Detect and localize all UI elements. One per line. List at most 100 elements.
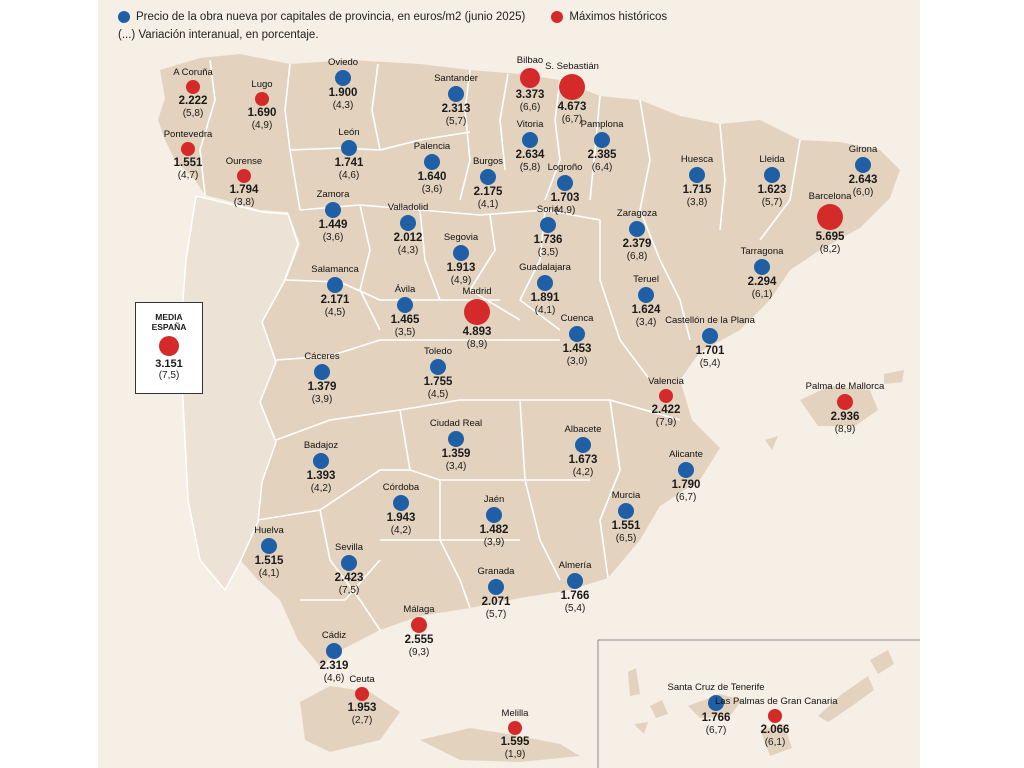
city-marker: Zaragoza 2.379 (6,8) xyxy=(577,208,697,262)
city-marker: Palencia 1.640 (3,6) xyxy=(372,141,492,195)
record-high-dot-icon xyxy=(817,203,843,230)
city-name: Murcia xyxy=(611,490,641,501)
city-marker: Sevilla 2.423 (7,5) xyxy=(289,542,409,596)
city-variation: (4,5) xyxy=(324,306,346,318)
price-dot-icon xyxy=(430,358,446,375)
record-high-dot-icon xyxy=(768,708,782,723)
record-high-dot-icon xyxy=(255,91,269,106)
price-dot-icon xyxy=(314,363,330,380)
city-marker: Soria 1.736 (3,5) xyxy=(488,204,608,258)
city-marker: Palma de Mallorca 2.936 (8,9) xyxy=(785,381,905,435)
blue-dot-icon xyxy=(118,11,130,23)
city-name: Ávila xyxy=(394,284,416,295)
city-price: 2.643 xyxy=(848,173,878,186)
city-variation: (4,5) xyxy=(427,388,449,400)
legend-row-note: (...) Variación interanual, en porcentaj… xyxy=(118,26,667,44)
peninsula-landmass xyxy=(158,54,904,762)
city-name: Cuenca xyxy=(560,313,594,324)
red-dot-icon xyxy=(551,11,564,23)
city-price: 1.766 xyxy=(701,711,731,724)
city-price: 1.953 xyxy=(347,701,377,714)
price-dot-icon xyxy=(522,131,538,148)
city-variation: (4,9) xyxy=(251,119,273,131)
city-price: 4.893 xyxy=(462,325,492,338)
ceuta-shape xyxy=(300,686,400,752)
city-marker: Zamora 1.449 (3,6) xyxy=(273,189,393,243)
city-name: León xyxy=(338,127,360,138)
city-price: 1.624 xyxy=(631,303,661,316)
city-marker: A Coruña 2.222 (5,8) xyxy=(133,67,253,119)
city-name: Valladolid xyxy=(387,202,429,213)
city-price: 1.701 xyxy=(695,344,725,357)
city-price: 2.071 xyxy=(481,595,511,608)
city-name: Ceuta xyxy=(349,674,375,685)
city-marker: Murcia 1.551 (6,5) xyxy=(566,490,686,544)
price-dot-icon xyxy=(424,153,440,170)
price-dot-icon xyxy=(594,131,610,148)
city-price: 2.313 xyxy=(441,102,471,115)
price-dot-icon xyxy=(327,276,343,293)
city-price: 1.449 xyxy=(318,218,348,231)
city-name: Tarragona xyxy=(740,246,784,257)
record-high-dot-icon xyxy=(508,720,522,735)
city-variation: (6,7) xyxy=(561,113,583,125)
city-marker: Ceuta 1.953 (2,7) xyxy=(302,674,422,726)
city-variation: (3,4) xyxy=(635,316,657,328)
city-variation: (5,7) xyxy=(761,196,783,208)
price-dot-icon xyxy=(708,694,724,711)
record-high-dot-icon xyxy=(237,168,251,183)
city-price: 3.373 xyxy=(515,88,545,101)
city-variation: (3,5) xyxy=(537,246,559,258)
city-price: 5.695 xyxy=(815,230,845,243)
city-variation: (5,8) xyxy=(182,107,204,119)
city-price: 1.595 xyxy=(500,735,530,748)
city-marker: Cádiz 2.319 (4,6) xyxy=(274,630,394,684)
city-name: Málaga xyxy=(403,604,435,615)
record-high-dot-icon xyxy=(355,686,369,701)
city-marker: Ourense 1.794 (3,8) xyxy=(184,156,304,208)
price-dot-icon xyxy=(557,174,573,191)
city-variation: (3,5) xyxy=(394,326,416,338)
city-variation: (4,1) xyxy=(477,198,499,210)
city-marker: Lleida 1.623 (5,7) xyxy=(712,154,832,208)
price-dot-icon xyxy=(618,502,634,519)
city-marker: Cáceres 1.379 (3,9) xyxy=(262,351,382,405)
city-price: 2.222 xyxy=(178,94,208,107)
city-name: Castellón de la Plana xyxy=(665,315,755,326)
city-name: Jaén xyxy=(483,494,505,505)
city-variation: (1,9) xyxy=(504,748,526,760)
record-high-dot-icon xyxy=(837,393,853,410)
city-name: Sevilla xyxy=(335,542,363,553)
portugal-shape xyxy=(179,195,299,592)
lanzarote-island xyxy=(870,650,894,674)
price-dot-icon xyxy=(313,452,329,469)
city-price: 2.171 xyxy=(320,293,350,306)
city-marker: Castellón de la Plana 1.701 (5,4) xyxy=(650,315,770,369)
city-price: 1.640 xyxy=(417,170,447,183)
city-name: Ourense xyxy=(225,156,263,167)
record-high-dot-icon xyxy=(464,298,490,325)
city-variation: (4,6) xyxy=(338,169,360,181)
city-variation: (6,5) xyxy=(615,532,637,544)
canary-inset-frame xyxy=(597,639,920,768)
city-variation: (6,0) xyxy=(852,186,874,198)
city-marker: León 1.741 (4,6) xyxy=(289,127,409,181)
city-price: 2.423 xyxy=(334,571,364,584)
city-price: 2.385 xyxy=(587,148,617,161)
price-dot-icon xyxy=(575,436,591,453)
city-variation: (3,8) xyxy=(686,196,708,208)
legend-blue-label: Precio de la obra nueva por capitales de… xyxy=(136,11,526,23)
city-price: 1.465 xyxy=(390,313,420,326)
price-dot-icon xyxy=(488,578,504,595)
city-marker: Santander 2.313 (5,7) xyxy=(396,73,516,127)
city-variation: (6,8) xyxy=(626,250,648,262)
record-high-dot-icon xyxy=(559,73,585,100)
city-marker: Albacete 1.673 (4,2) xyxy=(523,424,643,478)
city-variation: (6,4) xyxy=(591,161,613,173)
city-marker: Huesca 1.715 (3,8) xyxy=(637,154,757,208)
city-variation: (2,7) xyxy=(351,714,373,726)
city-marker: Vitoria 2.634 (5,8) xyxy=(470,119,590,173)
city-marker: Girona 2.643 (6,0) xyxy=(803,144,923,198)
city-name: Huelva xyxy=(254,525,284,536)
city-marker: Pamplona 2.385 (6,4) xyxy=(542,119,662,173)
